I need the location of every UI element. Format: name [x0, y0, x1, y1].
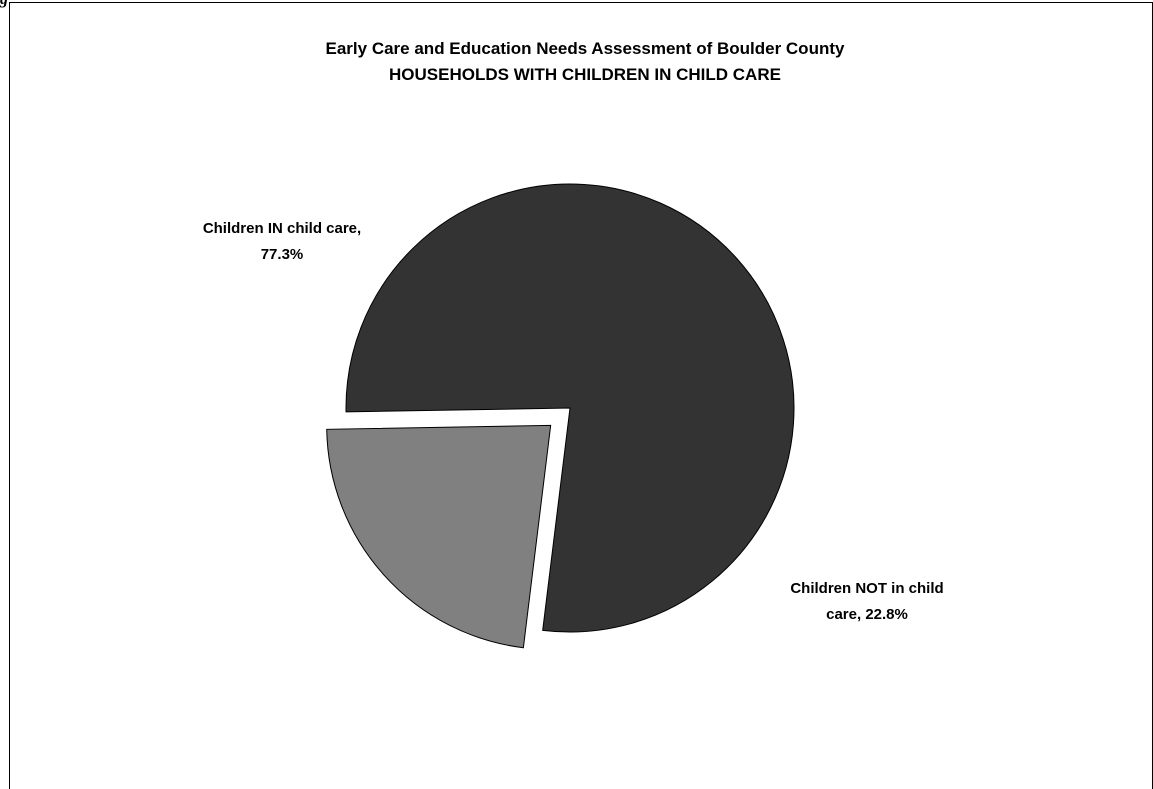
pie-slice-not-in-child-care [326, 424, 552, 649]
slice-label-in-care-line1: Children IN child care, [203, 220, 361, 237]
chart-title: Early Care and Education Needs Assessmen… [326, 39, 845, 58]
figure-prefix-glyph: g [0, 0, 8, 9]
pie-slice-in-child-care [345, 183, 795, 633]
chart-subtitle: HOUSEHOLDS WITH CHILDREN IN CHILD CARE [389, 65, 781, 84]
slice-label-not-in-care-line1: Children NOT in child [790, 580, 943, 597]
slice-label-not-in-care-line2: care, 22.8% [826, 606, 908, 623]
slice-label-in-care-line2: 77.3% [261, 246, 304, 263]
